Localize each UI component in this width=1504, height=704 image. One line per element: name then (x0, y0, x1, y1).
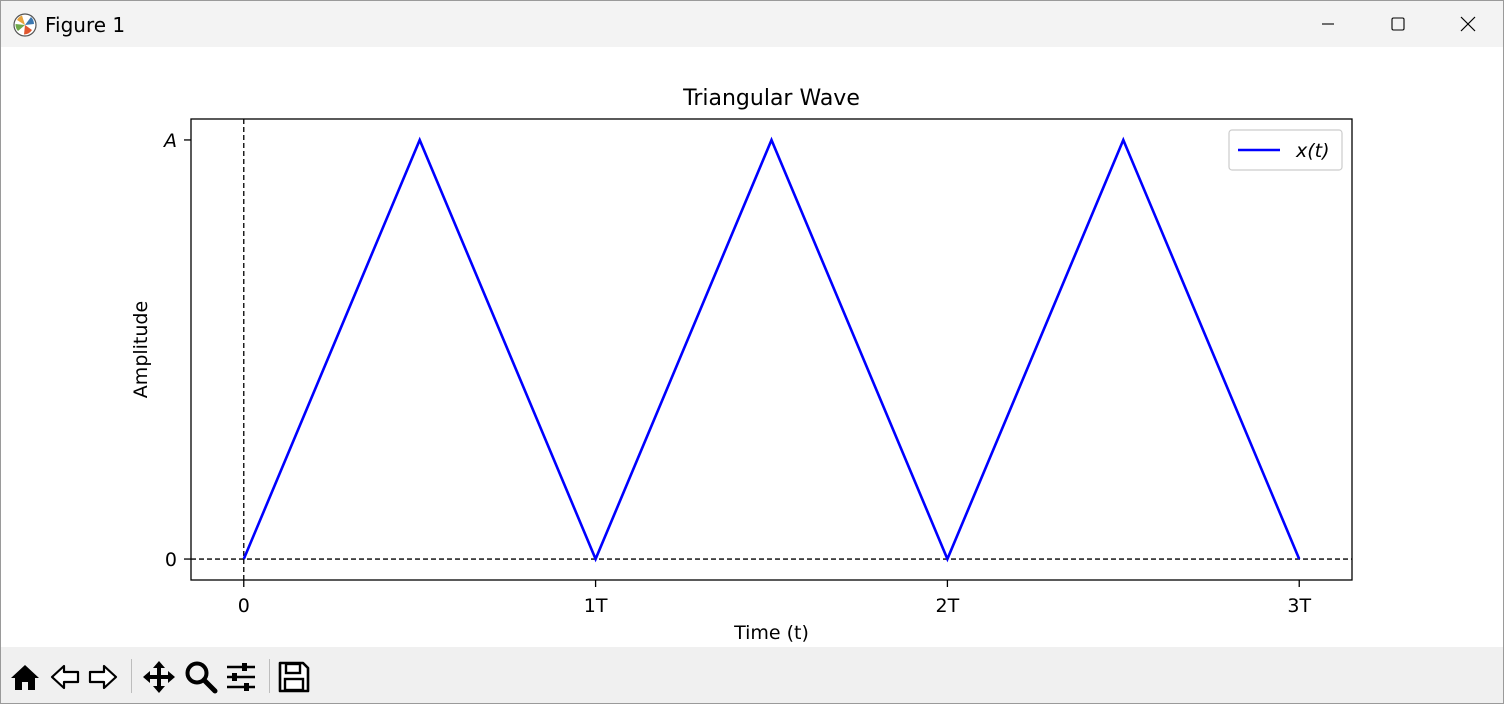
x-axis-label: Time (t) (733, 622, 809, 644)
maximize-icon (1391, 17, 1405, 31)
close-icon (1460, 16, 1476, 32)
title-bar[interactable]: Figure 1 (1, 1, 1503, 47)
maximize-button[interactable] (1363, 1, 1433, 47)
chart-title: Triangular Wave (682, 86, 860, 111)
forward-button[interactable] (85, 659, 121, 695)
pan-button[interactable] (141, 659, 177, 695)
move-icon (143, 661, 175, 693)
x-tick-label: 3T (1287, 595, 1311, 617)
forward-arrow-icon (88, 664, 118, 690)
legend-box (1228, 129, 1343, 171)
zoom-button[interactable] (183, 659, 219, 695)
back-button[interactable] (47, 659, 83, 695)
y-tick-label: A (162, 130, 177, 152)
plot-area (190, 118, 1353, 581)
x-tick-label: 1T (584, 595, 608, 617)
home-button[interactable] (7, 659, 43, 695)
y-axis-label: Amplitude (130, 301, 152, 398)
back-arrow-icon (50, 664, 80, 690)
minimize-icon (1322, 23, 1334, 25)
window-title: Figure 1 (45, 13, 126, 37)
toolbar-separator (131, 659, 132, 693)
close-button[interactable] (1433, 1, 1503, 47)
home-icon (11, 665, 39, 690)
x-tick-label: 2T (936, 595, 960, 617)
zoom-icon (185, 661, 218, 694)
figure-canvas[interactable]: 0 1T 2T 3T 0 A Triangular Wave Time (t) Ampli… (1, 47, 1503, 647)
chart: 0 1T 2T 3T 0 A Triangular Wave Time (t) Ampli… (130, 86, 1353, 644)
matplotlib-logo-icon (13, 13, 37, 37)
navigation-toolbar (1, 647, 1503, 703)
save-button[interactable] (276, 659, 312, 695)
save-icon (278, 661, 310, 693)
sliders-icon (227, 663, 255, 691)
toolbar-separator (269, 659, 270, 693)
minimize-button[interactable] (1293, 1, 1363, 47)
series-line-0 (242, 136, 1301, 563)
x-tick-label: 0 (238, 595, 250, 617)
legend-label: x(t) (1295, 140, 1330, 162)
legend: x(t) (1228, 129, 1343, 171)
configure-subplots-button[interactable] (223, 659, 259, 695)
y-tick-label: 0 (165, 549, 177, 571)
